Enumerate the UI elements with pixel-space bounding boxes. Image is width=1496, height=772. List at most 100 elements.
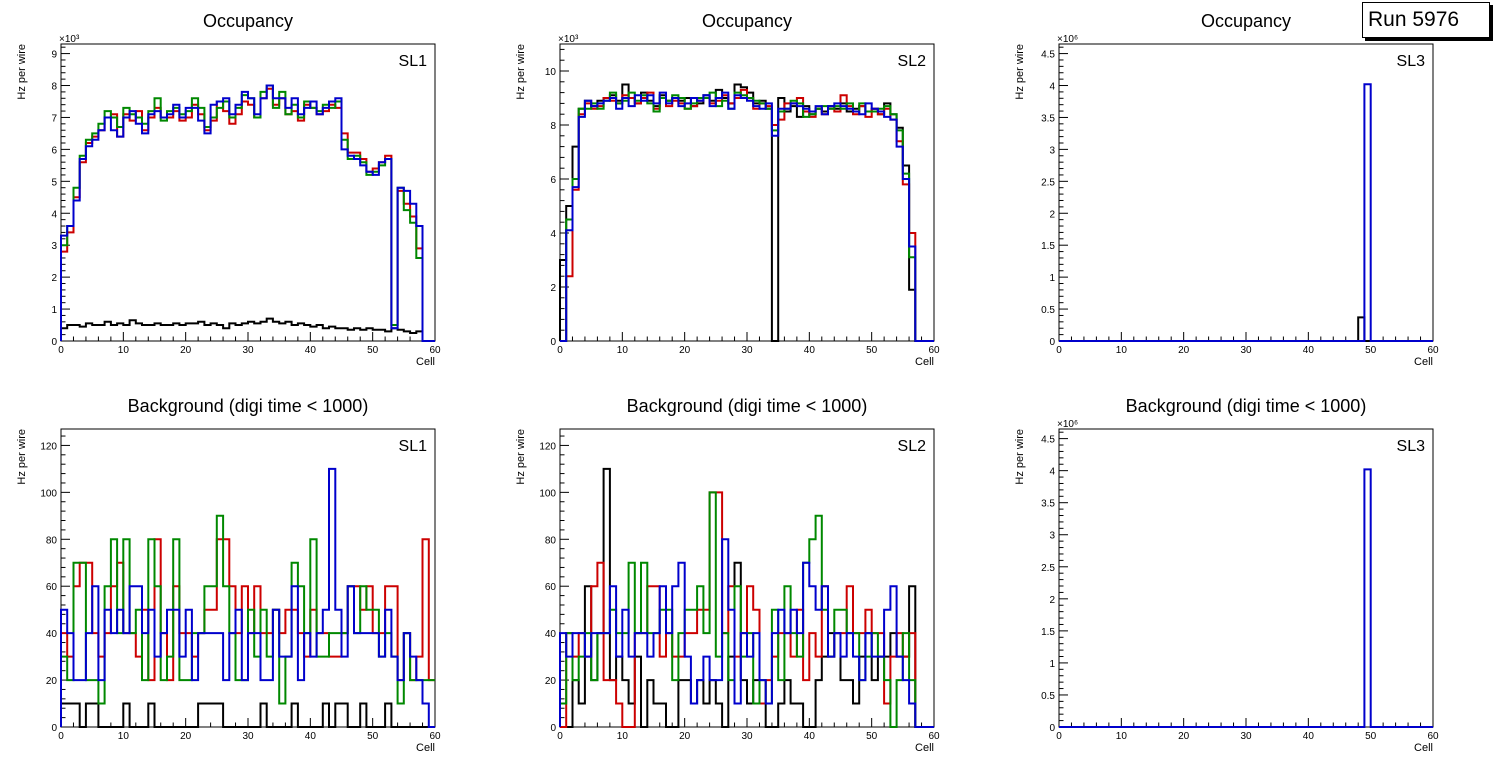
x-tick-label: 60 <box>429 345 441 356</box>
x-tick-label: 30 <box>741 731 753 742</box>
y-tick-label: 80 <box>46 535 58 546</box>
y-tick-label: 0 <box>1049 337 1055 348</box>
x-tick-label: 60 <box>429 731 441 742</box>
histogram-series-layer3 <box>60 84 435 342</box>
y-tick-label: 1 <box>51 305 57 316</box>
x-axis-label: Cell <box>416 742 435 754</box>
y-tick-label: 0 <box>550 337 556 348</box>
y-axis-label: Hz per wire <box>515 429 527 485</box>
x-tick-label: 20 <box>1178 345 1190 356</box>
x-axis-label: Cell <box>1414 742 1433 754</box>
y-tick-label: 120 <box>40 441 57 452</box>
y-tick-label: 2 <box>1049 595 1055 606</box>
y-axis-label: Hz per wire <box>16 44 28 100</box>
y-tick-label: 2.5 <box>1041 177 1055 188</box>
x-tick-label: 20 <box>1178 731 1190 742</box>
y-tick-label: 100 <box>40 488 57 499</box>
y-tick-label: 1.5 <box>1041 241 1055 252</box>
histogram-pad-1: Occupancy 0 10 20 30 40 50 60 0 1 2 3 4 5 6 7 8 9 Cell Hz p… <box>16 11 441 368</box>
x-tick-label: 40 <box>1303 345 1315 356</box>
y-tick-label: 40 <box>46 629 58 640</box>
y-tick-label: 3 <box>1049 145 1055 156</box>
y-tick-label: 100 <box>539 488 556 499</box>
y-tick-label: 4.5 <box>1041 435 1055 446</box>
histogram-series-layer4 <box>560 91 934 342</box>
x-axis-label: Cell <box>416 356 435 368</box>
chart-title: Occupancy <box>1201 11 1291 31</box>
y-tick-label: 3.5 <box>1041 499 1055 510</box>
y-tick-label: 80 <box>545 535 557 546</box>
y-tick-label: 7 <box>51 113 57 124</box>
x-tick-label: 50 <box>866 345 878 356</box>
y-tick-label: 2.5 <box>1041 563 1055 574</box>
chart-title: Background (digi time < 1000) <box>627 396 868 416</box>
histogram-series-layer4 <box>60 84 435 342</box>
y-tick-label: 1 <box>1049 273 1055 284</box>
y-tick-label: 1 <box>1049 659 1055 670</box>
x-tick-label: 60 <box>928 345 940 356</box>
x-tick-label: 10 <box>1116 731 1128 742</box>
y-tick-label: 120 <box>539 441 556 452</box>
y-tick-label: 2 <box>550 283 556 294</box>
histogram-series-layer1 <box>60 317 435 342</box>
x-tick-label: 0 <box>557 731 563 742</box>
y-axis-label: Hz per wire <box>16 429 28 485</box>
superlayer-label: SL3 <box>1397 438 1426 455</box>
histogram-series-layer4 <box>1059 468 1433 728</box>
y-tick-label: 5 <box>51 177 57 188</box>
histogram-series-layer1 <box>559 83 934 342</box>
superlayer-label: SL2 <box>898 438 927 455</box>
x-tick-label: 60 <box>1427 731 1439 742</box>
y-tick-label: 3 <box>51 241 57 252</box>
y-tick-label: 2 <box>51 273 57 284</box>
superlayer-label: SL2 <box>898 53 927 70</box>
y-tick-label: 0 <box>51 723 57 734</box>
x-tick-label: 30 <box>242 731 254 742</box>
superlayer-label: SL1 <box>399 53 428 70</box>
y-axis-label: Hz per wire <box>1014 429 1026 485</box>
x-axis-label: Cell <box>1414 356 1433 368</box>
y-tick-label: 0 <box>1049 723 1055 734</box>
x-tick-label: 0 <box>557 345 563 356</box>
x-tick-label: 0 <box>58 731 64 742</box>
histogram-series-layer1 <box>60 702 435 728</box>
histogram-series-layer3 <box>560 91 934 342</box>
histogram-pad-2: Occupancy 0 10 20 30 40 50 60 0 2 4 6 8 10 Cell Hz per … <box>515 11 940 368</box>
x-tick-label: 30 <box>242 345 254 356</box>
y-tick-label: 20 <box>46 676 58 687</box>
x-tick-label: 20 <box>180 731 192 742</box>
chart-title: Background (digi time < 1000) <box>1126 396 1367 416</box>
y-axis-label: Hz per wire <box>515 44 527 100</box>
y-tick-label: 10 <box>545 67 557 78</box>
y-tick-label: 9 <box>51 50 57 61</box>
y-tick-label: 0.5 <box>1041 305 1055 316</box>
histogram-series-layer4 <box>1059 83 1433 342</box>
x-tick-label: 0 <box>58 345 64 356</box>
x-axis-label: Cell <box>915 742 934 754</box>
y-tick-label: 20 <box>545 676 557 687</box>
superlayer-label: SL1 <box>399 438 428 455</box>
x-tick-label: 10 <box>1116 345 1128 356</box>
y-tick-label: 0 <box>51 337 57 348</box>
plot-frame <box>1058 428 1434 728</box>
x-tick-label: 30 <box>1240 731 1252 742</box>
y-tick-label: 8 <box>550 121 556 132</box>
y-tick-label: 6 <box>550 175 556 186</box>
histogram-series-layer4 <box>60 467 435 728</box>
histogram-series-layer4 <box>559 538 934 728</box>
x-tick-label: 40 <box>1303 731 1315 742</box>
y-tick-label: 4.5 <box>1041 50 1055 61</box>
y-axis-label: Hz per wire <box>1014 44 1026 100</box>
x-tick-label: 10 <box>118 731 130 742</box>
y-tick-label: 4 <box>1049 467 1055 478</box>
x-tick-label: 10 <box>617 731 629 742</box>
y-tick-label: 0 <box>550 723 556 734</box>
x-tick-label: 30 <box>741 345 753 356</box>
histogram-pad-5: Background (digi time < 1000) 0 10 20 30 40 50… <box>515 396 940 754</box>
y-axis-exponent: ×10³ <box>558 34 579 45</box>
x-tick-label: 60 <box>1427 345 1439 356</box>
x-tick-label: 60 <box>928 731 940 742</box>
y-tick-label: 1.5 <box>1041 627 1055 638</box>
plot-frame <box>60 43 436 342</box>
